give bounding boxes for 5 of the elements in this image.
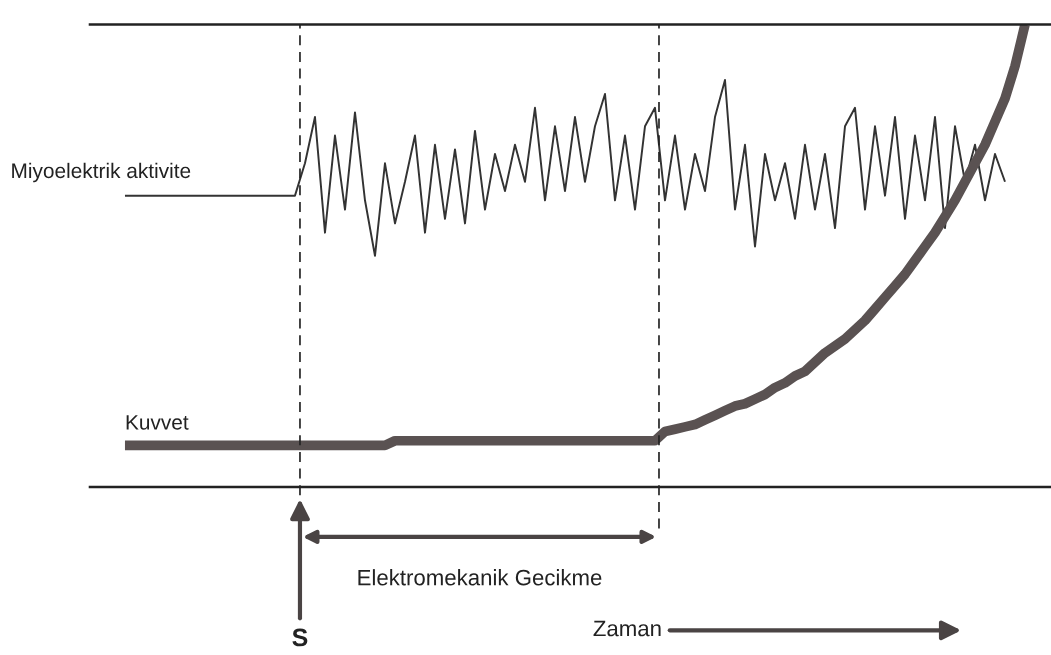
text: S xyxy=(292,628,308,647)
series-label: Miyoelektrik aktivite xyxy=(12,162,191,183)
text: Zaman xyxy=(593,620,661,637)
series-label: Kuvvet xyxy=(126,415,189,430)
text: Elektromekanik Gecikme xyxy=(358,569,602,586)
